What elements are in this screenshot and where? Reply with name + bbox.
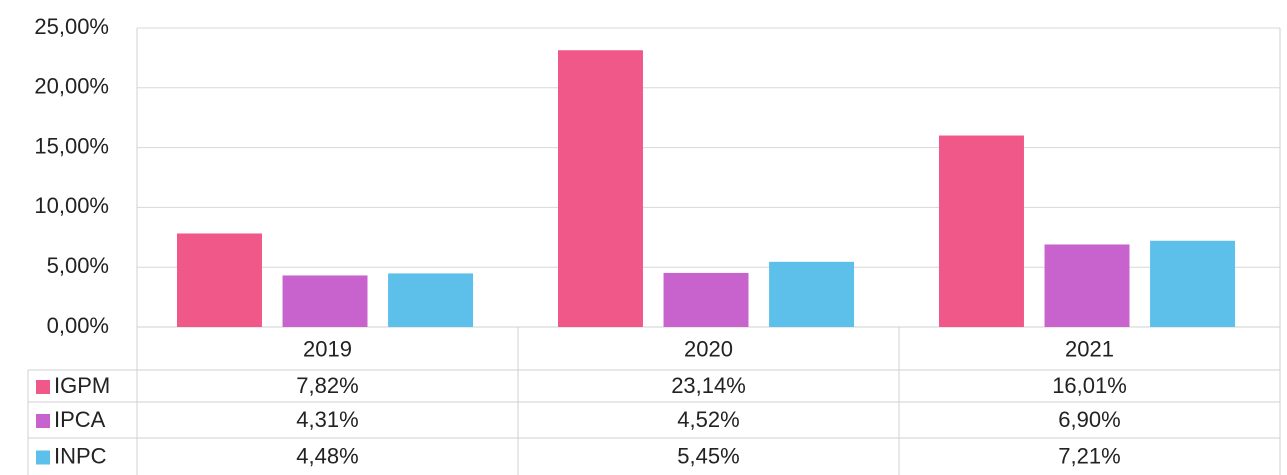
y-tick-label: 10,00% — [34, 193, 109, 218]
y-tick-label: 5,00% — [47, 253, 109, 278]
bar — [939, 135, 1024, 327]
legend-label: IGPM — [54, 373, 110, 398]
x-tick-label: 2019 — [303, 336, 352, 361]
data-label: 4,52% — [677, 407, 739, 432]
bar — [1150, 240, 1236, 327]
x-tick-label: 2021 — [1065, 336, 1114, 361]
data-label: 23,14% — [671, 373, 746, 398]
legend-label: IPCA — [54, 407, 106, 432]
data-label: 16,01% — [1052, 373, 1127, 398]
bar — [663, 272, 749, 327]
bar — [558, 50, 643, 327]
y-tick-label: 20,00% — [34, 74, 109, 99]
data-label: 7,21% — [1058, 443, 1120, 468]
legend-key — [36, 414, 50, 428]
legend-key — [36, 450, 50, 465]
bar — [282, 275, 368, 327]
data-label: 5,45% — [677, 443, 739, 468]
data-label: 4,31% — [296, 407, 358, 432]
bar — [769, 261, 855, 327]
bar — [388, 273, 474, 327]
y-tick-label: 25,00% — [34, 14, 109, 39]
legend-key — [36, 380, 50, 394]
data-label: 7,82% — [296, 373, 358, 398]
legend-label: INPC — [54, 443, 107, 468]
x-tick-label: 2020 — [684, 336, 733, 361]
y-tick-label: 0,00% — [47, 313, 109, 338]
data-label: 6,90% — [1058, 407, 1120, 432]
bar — [177, 233, 262, 327]
bar — [1044, 244, 1130, 327]
data-label: 4,48% — [296, 443, 358, 468]
y-tick-label: 15,00% — [34, 133, 109, 158]
